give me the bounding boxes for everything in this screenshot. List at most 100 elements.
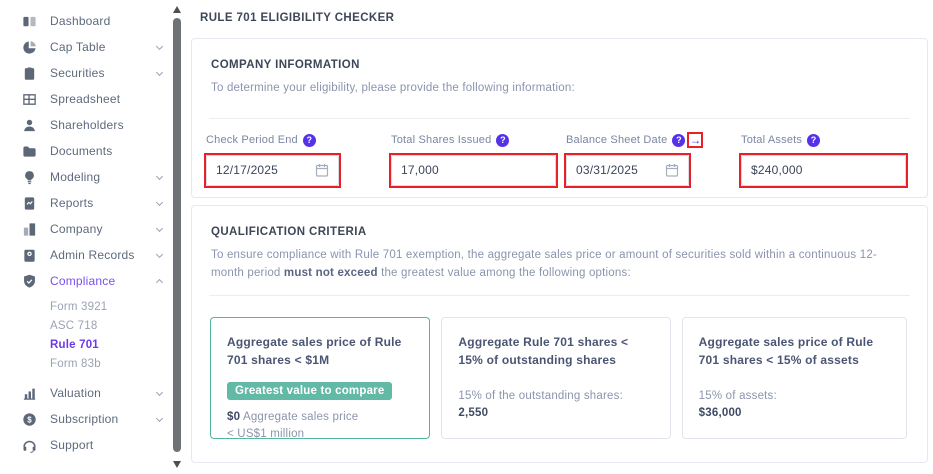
chevron-down-icon xyxy=(155,388,164,396)
help-icon[interactable]: ? xyxy=(672,133,686,147)
company-information-title: COMPANY INFORMATION xyxy=(211,59,360,71)
company-information-form: Check Period End ? Total Shares Issued ? xyxy=(192,119,927,203)
chevron-down-icon xyxy=(155,42,164,50)
company-information-card: COMPANY INFORMATION To determine your el… xyxy=(191,38,928,198)
total-shares-issued-input[interactable] xyxy=(401,163,546,178)
sidebar-item-admin-records[interactable]: Admin Records xyxy=(0,242,170,268)
option-title: Aggregate sales price of Rule 701 shares… xyxy=(698,334,874,368)
headset-icon xyxy=(22,438,37,453)
field-label-row: Check Period End ? xyxy=(206,133,339,148)
total-assets-input-wrap xyxy=(739,152,908,188)
sidebar-item-subscription[interactable]: $ Subscription xyxy=(0,406,170,432)
option-description-text: 15% of the outstanding shares: xyxy=(458,390,623,403)
option-card-aggregate-sales-1m: Aggregate sales price of Rule 701 shares… xyxy=(210,316,431,440)
sidebar-item-label: Support xyxy=(50,438,94,452)
option-description-line2: < US$1 million xyxy=(227,428,305,441)
balance-sheet-date-input[interactable] xyxy=(576,163,659,178)
svg-text:$: $ xyxy=(27,415,32,424)
divider xyxy=(209,117,910,119)
annotation-arrow-icon: → xyxy=(687,132,704,149)
sidebar-subitem-label: Form 3921 xyxy=(50,300,108,313)
vertical-scrollbar[interactable] xyxy=(170,0,185,474)
sidebar-item-modeling[interactable]: Modeling xyxy=(0,164,170,190)
qualification-options: Aggregate sales price of Rule 701 shares… xyxy=(192,296,927,440)
total-assets-field: Total Assets ? xyxy=(739,133,908,188)
option-description-text: Aggregate sales price xyxy=(240,410,359,423)
lightbulb-icon xyxy=(22,170,37,185)
qualification-criteria-card: QUALIFICATION CRITERIA To ensure complia… xyxy=(191,205,928,463)
sidebar-item-cap-table[interactable]: Cap Table xyxy=(0,34,170,60)
sidebar-item-label: Valuation xyxy=(50,386,101,400)
sidebar-item-label: Documents xyxy=(50,144,113,158)
check-period-end-field: Check Period End ? xyxy=(204,133,341,188)
folder-icon xyxy=(22,144,37,159)
dashboard-icon xyxy=(22,14,37,29)
balance-sheet-date-field: Balance Sheet Date ? → xyxy=(564,132,704,188)
calendar-icon[interactable] xyxy=(315,163,329,177)
option-description: $0 Aggregate sales price < US$1 million xyxy=(227,409,413,444)
calendar-icon[interactable] xyxy=(665,163,679,177)
sidebar-item-label: Dashboard xyxy=(50,14,111,28)
sidebar-item-form-83b[interactable]: Form 83b xyxy=(0,354,170,373)
option-description-text: 15% of assets: xyxy=(698,390,777,403)
description-text: the greatest value among the following o… xyxy=(377,266,631,279)
sidebar-item-valuation[interactable]: Valuation xyxy=(0,380,170,406)
qualification-criteria-description: To ensure compliance with Rule 701 exemp… xyxy=(192,238,927,283)
company-information-subtitle: To determine your eligibility, please pr… xyxy=(211,82,575,94)
sidebar-subitem-label: ASC 718 xyxy=(50,319,98,332)
bar-chart-icon xyxy=(22,386,37,401)
option-value: $0 xyxy=(227,410,241,423)
sidebar-item-label: Cap Table xyxy=(50,40,106,54)
table-icon xyxy=(22,92,37,107)
sidebar-item-reports[interactable]: Reports xyxy=(0,190,170,216)
sidebar-item-label: Modeling xyxy=(50,170,101,184)
sidebar-item-shareholders[interactable]: Shareholders xyxy=(0,112,170,138)
total-shares-issued-input-wrap xyxy=(389,152,558,188)
pie-chart-icon xyxy=(22,40,37,55)
report-icon xyxy=(22,196,37,211)
option-title: Aggregate sales price of Rule 701 shares… xyxy=(227,334,402,368)
sidebar-item-documents[interactable]: Documents xyxy=(0,138,170,164)
total-assets-input[interactable] xyxy=(751,163,896,178)
sidebar-item-compliance[interactable]: Compliance xyxy=(0,268,170,294)
field-label-row: Total Assets ? xyxy=(741,133,906,148)
sidebar-item-form-3921[interactable]: Form 3921 xyxy=(0,297,170,316)
sidebar-item-label: Admin Records xyxy=(50,248,135,262)
option-description: 15% of the outstanding shares: 2,550 xyxy=(458,388,653,423)
sidebar: Dashboard Cap Table Securities Spreadshe… xyxy=(0,0,170,474)
balance-sheet-date-input-wrap xyxy=(564,152,691,188)
sidebar-item-label: Company xyxy=(50,222,103,236)
help-icon[interactable]: ? xyxy=(807,133,821,147)
description-bold-text: must not exceed xyxy=(283,266,378,279)
field-label-row: Balance Sheet Date ? → xyxy=(566,132,704,149)
clipboard-icon xyxy=(22,66,37,81)
check-period-end-input-wrap xyxy=(204,152,341,188)
chevron-down-icon xyxy=(155,198,164,206)
greatest-value-badge: Greatest value to compare xyxy=(227,381,393,400)
help-icon[interactable]: ? xyxy=(302,133,316,147)
dollar-circle-icon: $ xyxy=(22,412,37,427)
check-period-end-input[interactable] xyxy=(216,163,309,178)
sidebar-item-dashboard[interactable]: Dashboard xyxy=(0,8,170,34)
chevron-up-icon xyxy=(155,278,164,287)
sidebar-item-asc-718[interactable]: ASC 718 xyxy=(0,316,170,335)
divider xyxy=(209,294,910,296)
description-text: To ensure compliance with Rule 701 exemp… xyxy=(211,249,877,279)
sidebar-item-company[interactable]: Company xyxy=(0,216,170,242)
sidebar-item-spreadsheet[interactable]: Spreadsheet xyxy=(0,86,170,112)
field-label-row: Total Shares Issued ? xyxy=(391,133,556,148)
scrollbar-down-arrow[interactable] xyxy=(173,461,181,468)
scrollbar-up-arrow[interactable] xyxy=(173,6,181,13)
total-shares-issued-field: Total Shares Issued ? xyxy=(389,133,558,188)
sidebar-item-securities[interactable]: Securities xyxy=(0,60,170,86)
sidebar-item-support[interactable]: Support xyxy=(0,432,170,458)
sidebar-item-label: Shareholders xyxy=(50,118,124,132)
sidebar-item-rule-701[interactable]: Rule 701 xyxy=(0,335,170,354)
help-icon[interactable]: ? xyxy=(496,133,510,147)
sidebar-item-label: Spreadsheet xyxy=(50,92,121,106)
sidebar-item-label: Securities xyxy=(50,66,105,80)
shield-check-icon xyxy=(22,274,37,289)
chevron-down-icon xyxy=(155,68,164,76)
scrollbar-thumb[interactable] xyxy=(173,18,181,452)
chevron-down-icon xyxy=(155,414,164,422)
